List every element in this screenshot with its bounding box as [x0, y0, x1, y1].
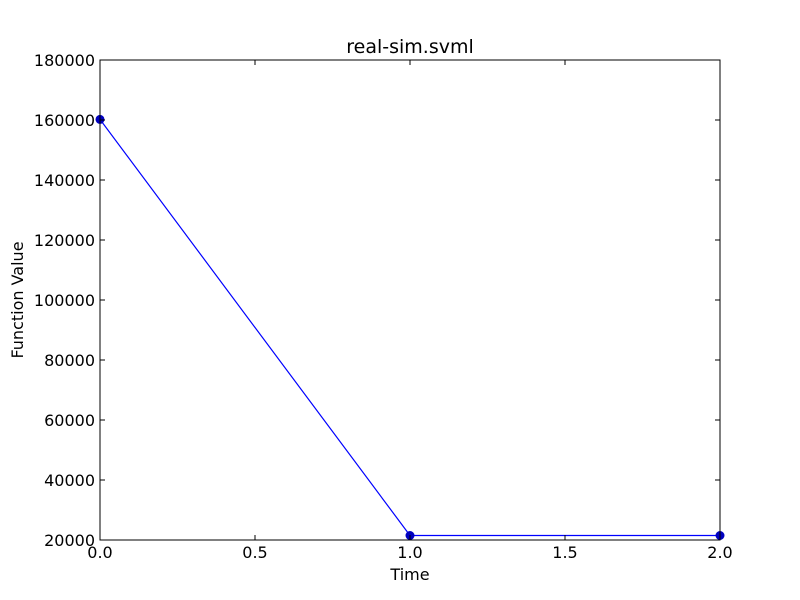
y-axis: 20000 40000 60000 80000 100000 120000 140000 16… [34, 51, 720, 550]
x-tick-label: 0.5 [242, 543, 267, 562]
plot-frame [99, 59, 721, 541]
y-tick-label: 20000 [44, 531, 95, 550]
y-axis-label: Function Value [8, 241, 27, 358]
x-tick-label: 0.0 [87, 543, 112, 562]
y-tick-label: 120000 [34, 231, 95, 250]
x-tick-label: 1.0 [397, 543, 422, 562]
y-tick-label: 80000 [44, 351, 95, 370]
y-tick-label: 40000 [44, 471, 95, 490]
x-axis-label: Time [389, 565, 429, 584]
x-tick-label: 1.5 [552, 543, 577, 562]
x-tick-label: 2.0 [707, 543, 732, 562]
chart-title: real-sim.svml [346, 36, 474, 58]
y-tick-label: 60000 [44, 411, 95, 430]
y-tick-label: 140000 [34, 171, 95, 190]
y-tick-label: 100000 [34, 291, 95, 310]
y-tick-label: 160000 [34, 111, 95, 130]
plot-area [95, 114, 725, 540]
series-line [99, 119, 720, 537]
x-axis: 0.0 0.5 1.0 1.5 2.0 [87, 60, 733, 562]
y-tick-label: 180000 [34, 51, 95, 70]
